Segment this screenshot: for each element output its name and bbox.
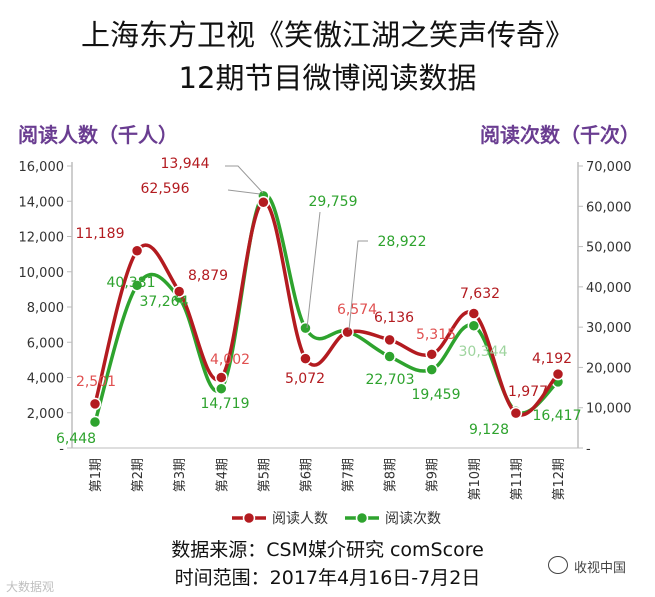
y-left-tick-label: 14,000: [19, 195, 65, 210]
y-left-tick-label: 10,000: [19, 266, 65, 281]
data-label-reads: 40,381: [107, 275, 156, 291]
y-left-tick-label: 12,000: [19, 231, 65, 246]
y-axis-right-title: 阅读次数（千次）: [480, 123, 640, 147]
legend-label: 阅读人数: [272, 510, 328, 527]
data-label-readers: 7,632: [460, 286, 500, 302]
data-point-readers: [425, 348, 438, 361]
wechat-icon: [548, 556, 568, 574]
y-right-tick-label: -: [586, 442, 591, 457]
leader-line: [306, 211, 321, 329]
x-tick-label: 第5期: [257, 458, 272, 492]
data-label-reads: 16,417: [533, 408, 582, 424]
data-point-reads: [467, 319, 481, 333]
data-label-reads: 9,128: [469, 422, 509, 438]
y-right-tick-label: 20,000: [586, 361, 632, 376]
legend-swatch-marker: [355, 511, 369, 525]
date-range-note: 时间范围：2017年4月16日-7月2日: [174, 567, 481, 589]
data-point-reads: [88, 415, 102, 429]
data-label-readers: 4,192: [532, 351, 572, 367]
data-point-readers: [130, 244, 144, 258]
y-right-tick-label: 50,000: [586, 241, 632, 256]
data-label-readers: 5,315: [416, 327, 456, 343]
legend-label: 阅读次数: [385, 510, 441, 527]
y-right-tick-label: 30,000: [586, 321, 632, 336]
data-label-reads: 6,448: [56, 431, 96, 447]
y-left-tick-label: 8,000: [27, 301, 64, 316]
data-label-reads: 62,596: [141, 181, 190, 197]
data-point-readers: [88, 397, 102, 411]
x-tick-label: 第12期: [552, 458, 567, 501]
data-point-readers: [551, 367, 565, 381]
leader-line: [348, 240, 368, 331]
data-label-reads: 14,719: [201, 396, 250, 412]
data-label-reads: 37,264: [140, 294, 189, 310]
x-tick-label: 第4期: [215, 458, 230, 492]
data-label-reads: 30,344: [459, 344, 508, 360]
x-tick-label: 第7期: [342, 458, 357, 492]
y-right-tick-label: 70,000: [586, 160, 632, 175]
y-axis-left-title: 阅读人数（千人）: [18, 123, 178, 147]
data-point-readers: [215, 371, 228, 384]
y-left-tick-label: -: [59, 442, 64, 457]
data-label-readers: 5,072: [285, 371, 325, 387]
data-point-readers: [299, 352, 312, 365]
leader-line: [227, 189, 261, 195]
data-label-readers: 13,944: [161, 156, 210, 172]
data-point-reads: [130, 279, 144, 292]
data-point-readers: [383, 333, 396, 347]
data-label-readers: 11,189: [76, 226, 125, 242]
chart-title-line2: 12期节目微博阅读数据: [178, 61, 477, 95]
data-label-readers: 2,501: [76, 374, 116, 390]
y-left-tick-label: 2,000: [27, 407, 64, 422]
y-right-tick-label: 40,000: [586, 281, 632, 296]
x-tick-label: 第11期: [510, 458, 525, 501]
y-left-tick-label: 4,000: [27, 372, 64, 387]
x-tick-label: 第1期: [89, 458, 104, 492]
x-tick-label: 第6期: [299, 458, 314, 492]
watermark-left: 大数据观: [6, 580, 55, 594]
chart-area: 阅读人数（千人） 阅读次数（千次） - 2,000 4,000 6,000 8,000 10,…: [18, 123, 640, 527]
data-point-reads: [383, 350, 396, 363]
leader-line: [225, 165, 264, 194]
x-tick-label: 第2期: [131, 458, 146, 492]
data-label-reads: 29,759: [309, 194, 358, 210]
data-point-readers: [509, 406, 523, 420]
y-left-tick-label: 6,000: [27, 336, 64, 351]
data-label-reads: 22,703: [366, 372, 415, 388]
y-right-tick-label: 10,000: [586, 402, 632, 417]
data-point-readers: [341, 325, 354, 339]
data-label-readers: 6,136: [374, 310, 414, 326]
x-tick-label: 第9期: [426, 458, 441, 492]
data-label-reads: 19,459: [412, 387, 461, 403]
data-point-readers: [467, 307, 481, 320]
data-label-readers: 6,574: [337, 302, 377, 318]
data-label-reads: 28,922: [378, 234, 427, 250]
y-left-tick-label: 16,000: [19, 160, 65, 175]
legend-swatch-marker: [242, 511, 256, 525]
y-right-tick-label: 60,000: [586, 200, 632, 215]
chart-title-line1: 上海东方卫视《笑傲江湖之笑声传奇》: [80, 18, 574, 52]
x-tick-label: 第3期: [173, 458, 188, 492]
data-label-readers: 8,879: [188, 268, 228, 284]
data-label-readers: 1,977: [508, 384, 548, 400]
data-label-readers: 4,002: [210, 352, 250, 368]
x-tick-label: 第10期: [468, 458, 483, 501]
data-point-reads: [299, 321, 312, 335]
watermark-right: 收视中国: [574, 561, 627, 576]
x-tick-label: 第8期: [384, 458, 399, 492]
data-point-readers: [172, 285, 186, 298]
data-point-readers: [257, 195, 270, 209]
source-note: 数据来源：CSM媒介研究 comScore: [171, 539, 484, 561]
data-point-reads: [215, 382, 228, 395]
data-point-reads: [425, 363, 438, 376]
